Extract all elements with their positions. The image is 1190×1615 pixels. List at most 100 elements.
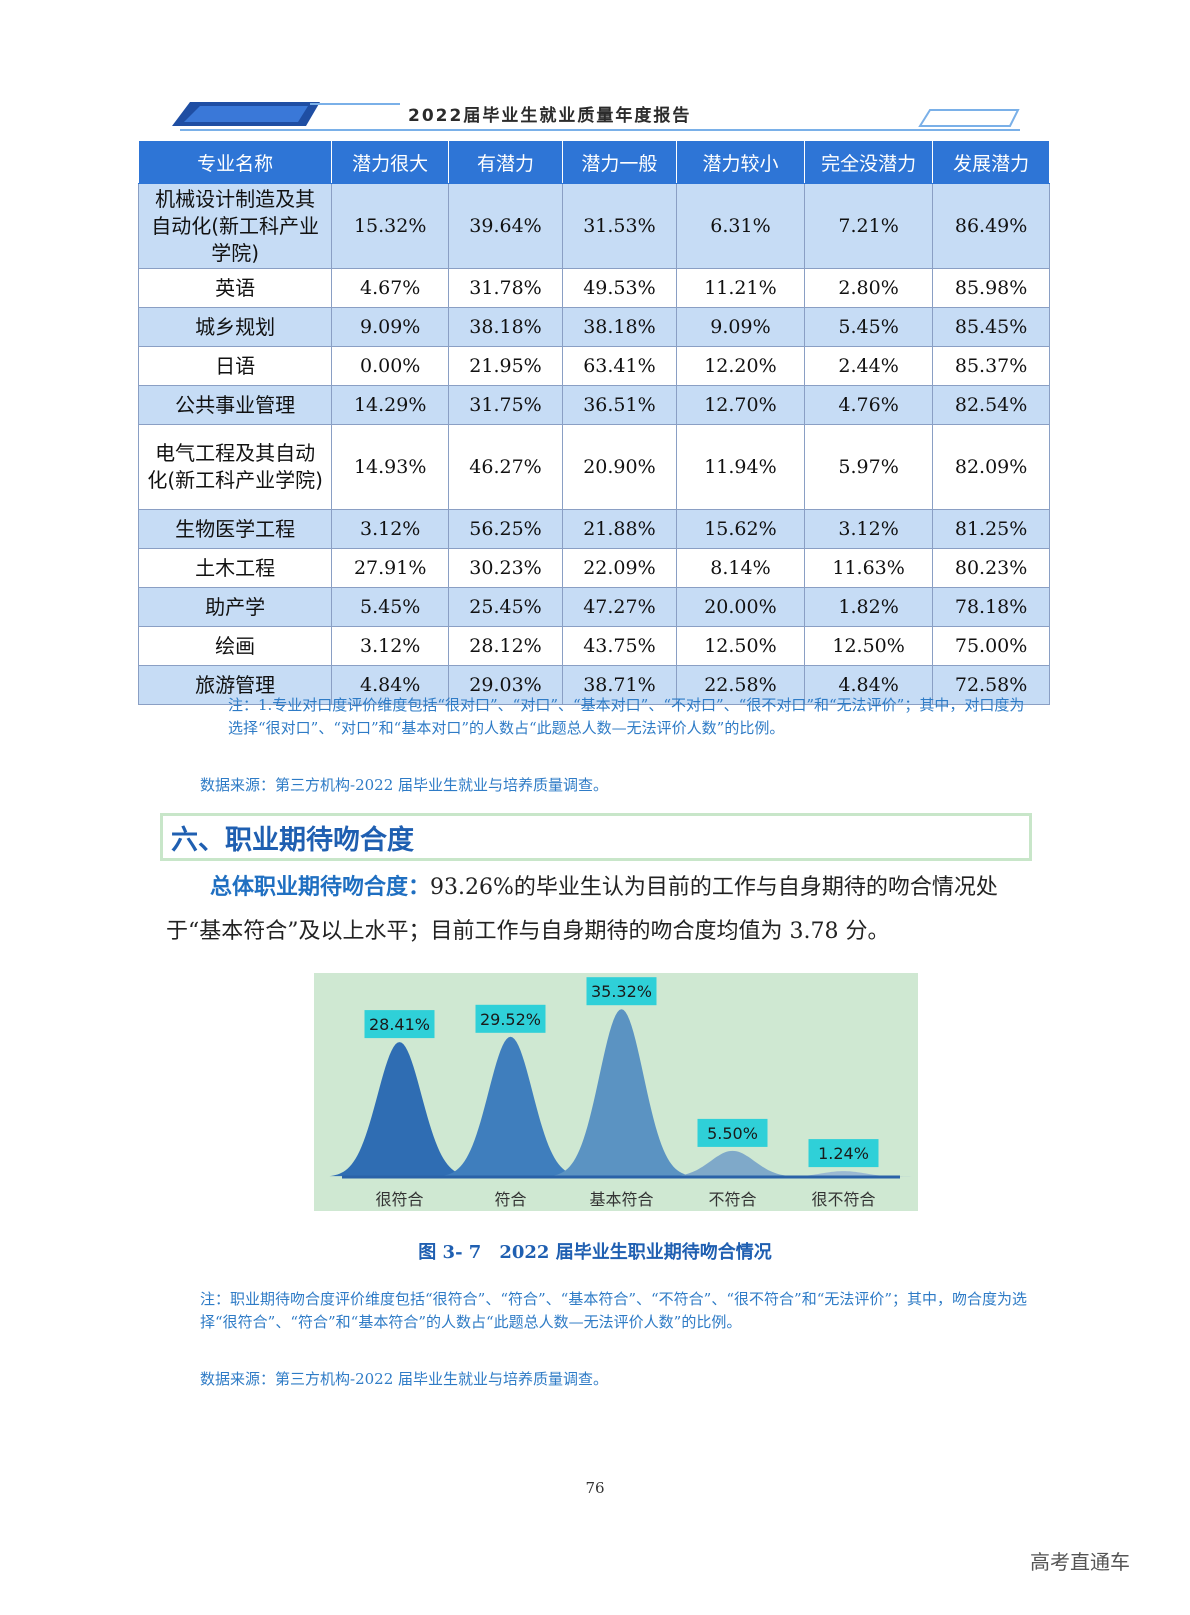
peak-mark	[551, 1009, 692, 1176]
value-label-box	[364, 1010, 435, 1039]
value-cell: 78.18%	[932, 587, 1050, 627]
value-cell: 15.62%	[675, 509, 806, 549]
major-name-cell: 土木工程	[137, 548, 333, 588]
value-cell: 9.09%	[675, 307, 806, 347]
major-name-cell: 英语	[137, 268, 333, 308]
value-cell: 85.37%	[932, 346, 1050, 386]
value-cell: 12.50%	[804, 626, 934, 666]
chart-note-text: 注：职业期待吻合度评价维度包括“很符合”、“符合”、“基本符合”、“不符合”、“…	[200, 1290, 1028, 1331]
expectation-chart: 28.41% 很符合 29.52% 符合 35.32% 基本符合 5.50% 不符合 1.24%…	[314, 973, 918, 1211]
major-name-cell: 助产学	[137, 587, 333, 627]
major-name-cell: 机械设计制造及其自动化(新工科产业学院)	[137, 183, 333, 269]
value-cell: 72.58%	[932, 665, 1050, 705]
figure-caption: 图 3- 7 2022 届毕业生职业期待吻合情况	[418, 1242, 772, 1263]
header-banner	[172, 102, 1020, 131]
value-cell: 38.71%	[561, 665, 677, 705]
value-cell: 21.88%	[561, 509, 677, 549]
table-row: 助产学 5.45% 25.45% 47.27% 20.00% 1.82% 78.18%	[137, 587, 1050, 627]
value-cell: 12.50%	[675, 626, 806, 666]
major-name-cell: 电气工程及其自动化(新工科产业学院)	[137, 424, 333, 510]
value-cell: 8.14%	[675, 548, 806, 588]
table-row: 旅游管理 4.84% 29.03% 38.71% 22.58% 4.84% 72.58%	[137, 665, 1050, 705]
table-row: 英语 4.67% 31.78% 49.53% 11.21% 2.80% 85.98%	[137, 268, 1050, 308]
value-cell: 9.09%	[331, 307, 450, 347]
table-row: 城乡规划 9.09% 38.18% 38.18% 9.09% 5.45% 85.45%	[137, 307, 1050, 347]
header-title: 2022届毕业生就业质量年度报告	[408, 106, 692, 126]
table-header-row: 专业名称 潜力很大 有潜力 潜力一般 潜力较小 完全没潜力 发展潜力	[137, 140, 1050, 184]
major-potential-table: 专业名称 潜力很大 有潜力 潜力一般 潜力较小 完全没潜力 发展潜力 机械设计制造及其自动化…	[137, 140, 1050, 705]
value-cell: 29.03%	[448, 665, 563, 705]
chart-note: 注：职业期待吻合度评价维度包括“很符合”、“符合”、“基本符合”、“不符合”、“…	[168, 1288, 1028, 1334]
value-cell: 31.78%	[448, 268, 563, 308]
value-cell: 5.97%	[804, 424, 934, 510]
value-cell: 0.00%	[331, 346, 450, 386]
peak-mark	[440, 1036, 581, 1177]
value-cell: 11.94%	[675, 424, 806, 510]
value-cell: 85.98%	[932, 268, 1050, 308]
table-source-text: 数据来源：第三方机构-2022 届毕业生就业与培养质量调查。	[200, 776, 609, 794]
value-label-box	[808, 1139, 879, 1168]
value-cell: 80.23%	[932, 548, 1050, 588]
value-cell: 3.12%	[331, 509, 450, 549]
value-cell: 27.91%	[331, 548, 450, 588]
table-note: 注：1.专业对口度评价维度包括“很对口”、“对口”、“基本对口”、“不对口”、“…	[168, 694, 1028, 740]
value-cell: 49.53%	[561, 268, 677, 308]
value-cell: 28.12%	[448, 626, 563, 666]
section-title: 六、职业期待吻合度	[171, 825, 414, 856]
value-cell: 11.63%	[804, 548, 934, 588]
column-header: 潜力很大	[331, 140, 450, 184]
value-cell: 82.54%	[932, 385, 1050, 425]
table-row: 绘画 3.12% 28.12% 43.75% 12.50% 12.50% 75.00%	[137, 626, 1050, 666]
table-row: 电气工程及其自动化(新工科产业学院) 14.93% 46.27% 20.90% 11.9…	[137, 424, 1050, 510]
major-name-cell: 公共事业管理	[137, 385, 333, 425]
value-cell: 82.09%	[932, 424, 1050, 510]
value-cell: 31.75%	[448, 385, 563, 425]
table-source: 数据来源：第三方机构-2022 届毕业生就业与培养质量调查。	[168, 774, 1028, 797]
major-name-cell: 旅游管理	[137, 665, 333, 705]
value-cell: 39.64%	[448, 183, 563, 269]
value-cell: 14.93%	[331, 424, 450, 510]
value-cell: 1.82%	[804, 587, 934, 627]
value-cell: 7.21%	[804, 183, 934, 269]
value-cell: 85.45%	[932, 307, 1050, 347]
value-label: 29.52%	[480, 1010, 541, 1029]
column-header: 潜力较小	[675, 140, 806, 184]
value-label: 35.32%	[591, 982, 652, 1001]
value-cell: 4.84%	[331, 665, 450, 705]
value-cell: 3.12%	[804, 509, 934, 549]
category-label: 基本符合	[589, 1190, 653, 1209]
page-number: 76	[585, 1479, 605, 1497]
value-cell: 86.49%	[932, 183, 1050, 269]
value-label-box	[475, 1004, 546, 1033]
value-cell: 12.70%	[675, 385, 806, 425]
column-header: 有潜力	[448, 140, 563, 184]
value-cell: 81.25%	[932, 509, 1050, 549]
value-label-box	[697, 1118, 768, 1147]
column-header: 完全没潜力	[804, 140, 934, 184]
table-row: 公共事业管理 14.29% 31.75% 36.51% 12.70% 4.76% 82.54…	[137, 385, 1050, 425]
value-cell: 20.90%	[561, 424, 677, 510]
value-cell: 2.44%	[804, 346, 934, 386]
value-cell: 5.45%	[331, 587, 450, 627]
value-cell: 20.00%	[675, 587, 806, 627]
value-cell: 47.27%	[561, 587, 677, 627]
summary-lead: 总体职业期待吻合度：	[210, 875, 431, 900]
category-label: 符合	[494, 1190, 526, 1209]
value-cell: 46.27%	[448, 424, 563, 510]
value-cell: 6.31%	[675, 183, 806, 269]
summary-body: 93.26%的毕业生认为目前的工作与自身期待的吻合情况处于“基本符合”及以上水平…	[166, 875, 998, 944]
peak-mark	[662, 1150, 803, 1177]
value-cell: 15.32%	[331, 183, 450, 269]
table-row: 机械设计制造及其自动化(新工科产业学院) 15.32% 39.64% 31.53% 6.…	[137, 183, 1050, 269]
value-cell: 2.80%	[804, 268, 934, 308]
value-cell: 56.25%	[448, 509, 563, 549]
value-label-box	[586, 977, 657, 1006]
category-label: 不符合	[708, 1190, 756, 1209]
value-cell: 4.76%	[804, 385, 934, 425]
value-cell: 14.29%	[331, 385, 450, 425]
value-label: 28.41%	[369, 1015, 430, 1034]
banner-left-highlight	[184, 106, 308, 122]
value-cell: 4.84%	[804, 665, 934, 705]
major-name-cell: 城乡规划	[137, 307, 333, 347]
table-note-text: 注：1.专业对口度评价维度包括“很对口”、“对口”、“基本对口”、“不对口”、“…	[228, 696, 1025, 737]
